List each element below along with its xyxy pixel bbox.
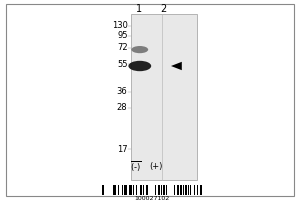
Bar <box>136 185 137 195</box>
Text: 100027102: 100027102 <box>135 196 170 200</box>
Bar <box>143 185 144 195</box>
Bar <box>133 185 134 195</box>
Bar <box>200 185 202 195</box>
Bar <box>158 185 160 195</box>
Text: 72: 72 <box>117 44 128 52</box>
Ellipse shape <box>128 61 151 71</box>
Bar <box>102 185 104 195</box>
Bar <box>180 185 182 195</box>
Bar <box>122 185 123 195</box>
Bar <box>161 185 162 195</box>
Bar <box>106 185 107 195</box>
Bar <box>183 185 184 195</box>
Bar <box>166 185 167 195</box>
Bar <box>146 185 148 195</box>
Text: 2: 2 <box>160 4 166 14</box>
Bar <box>112 185 116 195</box>
Bar <box>174 185 175 195</box>
Text: 28: 28 <box>117 104 128 112</box>
Bar <box>185 185 187 195</box>
Text: 1: 1 <box>136 4 142 14</box>
Polygon shape <box>171 62 182 70</box>
Bar <box>140 185 142 195</box>
Text: 36: 36 <box>117 88 128 97</box>
Ellipse shape <box>131 46 148 53</box>
Text: 17: 17 <box>117 144 128 154</box>
Bar <box>163 185 165 195</box>
Bar <box>197 185 198 195</box>
Bar <box>118 185 119 195</box>
Text: $\overline{(\text{-})}$: $\overline{(\text{-})}$ <box>130 160 141 174</box>
Bar <box>130 14 196 180</box>
Bar <box>177 185 179 195</box>
Bar <box>190 185 191 195</box>
Bar <box>129 185 132 195</box>
Bar <box>155 185 156 195</box>
Text: 55: 55 <box>117 60 128 69</box>
Text: 130: 130 <box>112 21 127 30</box>
Text: (+): (+) <box>149 162 163 171</box>
Text: 95: 95 <box>117 31 128 40</box>
Bar <box>125 185 127 195</box>
Bar <box>100 185 101 195</box>
Bar <box>194 185 195 195</box>
Bar <box>188 185 189 195</box>
